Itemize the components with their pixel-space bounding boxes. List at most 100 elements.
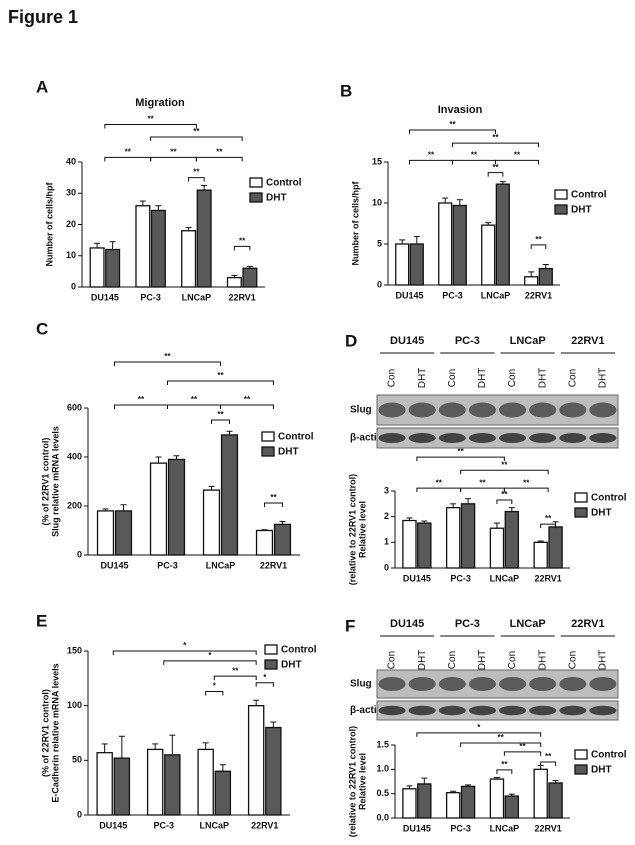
legend-label: Control: [281, 645, 317, 656]
significance-bracket: [220, 404, 274, 410]
y-tick-label: 30: [66, 188, 76, 198]
bar: [402, 519, 417, 569]
y-tick-label: 10: [372, 197, 382, 207]
blot-group-label: DU145: [390, 335, 424, 347]
y-tick-label: 1.5: [376, 739, 389, 749]
blot-band: [529, 705, 557, 716]
significance-label: **: [244, 395, 251, 404]
x-tick-label: PC-3: [442, 290, 463, 300]
significance-label: **: [501, 760, 508, 769]
significance-bracket: [416, 456, 505, 462]
bar: [417, 522, 432, 569]
legend-label: DHT: [278, 447, 299, 458]
significance-label: **: [270, 493, 277, 502]
legend-swatch: [249, 177, 263, 188]
significance-label: *: [263, 673, 267, 682]
legend-label: DHT: [591, 765, 612, 776]
significance-bracket: [114, 361, 221, 366]
blot-band: [408, 677, 436, 691]
bar: [452, 204, 467, 286]
bar: [495, 183, 510, 286]
y-tick-label: 0.5: [376, 788, 389, 798]
significance-label: **: [164, 352, 171, 361]
significance-bracket: [530, 244, 547, 249]
legend-label: Control: [591, 750, 627, 761]
significance-bracket: [188, 177, 205, 182]
legend-swatch: [261, 431, 275, 442]
significance-bracket: [255, 682, 274, 687]
significance-bracket: [114, 404, 168, 410]
blot-lane-label: DHT: [598, 650, 609, 671]
x-tick-label: LNCaP: [481, 290, 511, 300]
x-tick-label: DU145: [403, 823, 431, 833]
legend-swatch: [264, 659, 278, 670]
significance-label: **: [514, 150, 521, 159]
chart-title: Migration: [135, 97, 185, 109]
x-tick-label: 22RV1: [525, 290, 552, 300]
significance-label: **: [501, 460, 508, 469]
y-axis-label: Relative level: [357, 501, 367, 558]
y-tick-label: 200: [67, 500, 82, 510]
x-tick-label: LNCaP: [490, 573, 520, 583]
blot-lane-label: DHT: [537, 368, 548, 389]
legend-swatch: [554, 189, 568, 200]
blot-band: [468, 433, 496, 443]
bar: [460, 785, 476, 819]
legend-label: Control: [278, 432, 314, 443]
significance-bracket: [150, 156, 197, 162]
significance-bracket: [213, 675, 257, 681]
significance-label: **: [545, 752, 552, 761]
bar: [504, 795, 520, 819]
significance-bracket: [460, 742, 542, 748]
y-tick-label: 3: [384, 485, 389, 495]
bar: [265, 726, 282, 816]
bar: [167, 458, 186, 556]
significance-label: **: [479, 478, 486, 487]
significance-bracket: [233, 245, 251, 251]
significance-label: **: [232, 666, 239, 675]
significance-label: *: [213, 682, 217, 691]
legend-swatch: [261, 446, 275, 457]
bar: [524, 276, 539, 286]
blot-strip: [376, 427, 619, 449]
blot-row-label: Slug: [350, 679, 372, 690]
legend-label: DHT: [266, 193, 287, 204]
blot-lane-label: DHT: [477, 368, 488, 389]
y-tick-label: 0: [71, 281, 76, 291]
significance-label: **: [492, 163, 499, 172]
x-tick-label: DU145: [395, 290, 423, 300]
bar: [417, 783, 432, 819]
significance-bracket: [452, 142, 539, 148]
significance-bracket: [263, 502, 284, 508]
blot-lane-label: Con: [507, 369, 518, 387]
bar: [181, 230, 197, 288]
blot-row-label: β-actin: [350, 705, 383, 716]
blot-lane-label: DHT: [417, 650, 428, 671]
y-tick-label: 0: [77, 549, 82, 559]
blot-band: [499, 433, 527, 443]
y-tick-label: 100: [67, 700, 82, 710]
blot-group-label: 22RV1: [571, 618, 604, 630]
blot-band: [468, 677, 496, 691]
bar: [146, 748, 164, 816]
blot-band: [438, 705, 466, 716]
legend-swatch: [574, 507, 588, 518]
x-tick-label: DU145: [100, 560, 128, 570]
significance-bracket: [409, 129, 496, 135]
bar: [150, 209, 166, 288]
bar: [460, 503, 476, 569]
blot-band: [499, 677, 527, 691]
y-axis-label: (relative to 22RV1 control): [347, 474, 357, 585]
significance-label: **: [148, 115, 155, 124]
blot-band: [378, 433, 406, 443]
y-tick-label: 20: [66, 219, 76, 229]
significance-bracket: [540, 761, 557, 767]
chart-title: Invasion: [438, 104, 483, 116]
y-tick-label: 150: [67, 645, 82, 655]
x-tick-label: DU145: [91, 292, 119, 302]
blot-row-label: Slug: [350, 405, 372, 416]
bar: [196, 189, 212, 288]
significance-label: **: [428, 150, 435, 159]
legend-label: DHT: [591, 508, 612, 519]
bar: [438, 202, 453, 286]
